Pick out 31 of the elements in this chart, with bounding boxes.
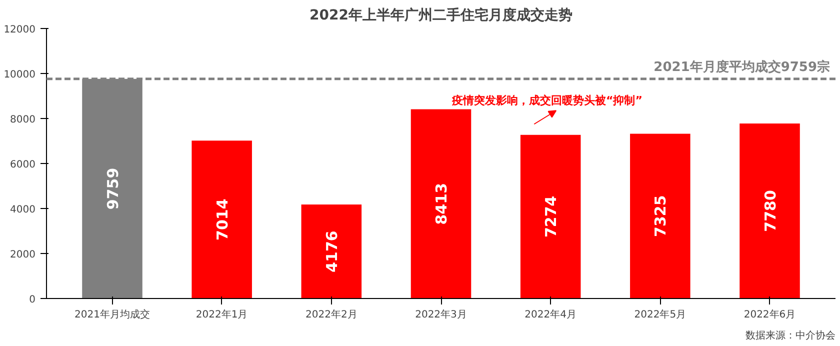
y-tick-label: 12000 [4,24,36,36]
bar [630,134,690,298]
bar [301,204,362,298]
y-tick-label: 0 [29,294,36,306]
data-label: 7274 [542,196,560,238]
bar [740,123,800,298]
data-label: 7014 [213,198,232,240]
y-tick-label: 2000 [10,250,36,260]
data-label: 7325 [652,195,670,237]
y-tick-label: 8000 [10,114,36,126]
x-tick-label: 2022年2月 [306,308,358,320]
source-note: 数据来源：中介协会 [746,330,836,342]
ref-line-label: 2021年月度平均成交9759宗 [654,58,830,75]
bar [192,140,252,298]
chart-title: 2022年上半年广州二手住宅月度成交走势 [310,6,572,24]
x-tick-label: 2022年3月 [415,308,467,320]
x-tick-label: 2022年5月 [634,308,686,320]
bar [410,109,472,298]
data-label: 8413 [432,182,450,225]
y-tick-label: 6000 [10,160,36,170]
bar [520,134,581,298]
x-tick-label: 2022年4月 [524,308,576,320]
y-tick-label: 10000 [4,70,36,80]
y-tick-label: 4000 [10,204,36,216]
x-tick-label: 2022年6月 [744,308,796,320]
data-label: 7780 [761,190,780,232]
data-label: 9759 [104,168,122,210]
data-label: 4176 [322,230,341,272]
x-tick-label: 2021年月均成交 [74,308,150,320]
x-tick-label: 2022年1月 [196,308,248,320]
annotation: 疫情突发影响，成交回暖势头被“抑制” [450,94,642,107]
